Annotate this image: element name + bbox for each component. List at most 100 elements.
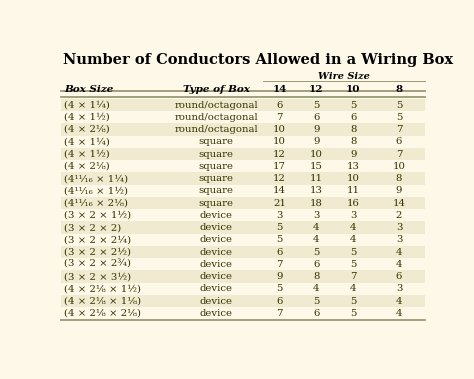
Text: (3 × 2 × 2½): (3 × 2 × 2½) <box>64 247 131 257</box>
Text: 4: 4 <box>396 247 402 257</box>
Text: 6: 6 <box>350 113 356 122</box>
Text: 11: 11 <box>346 186 360 195</box>
Text: 4: 4 <box>350 284 356 293</box>
Text: (4 × 2⅛ × 1⅛): (4 × 2⅛ × 1⅛) <box>64 297 141 305</box>
Text: round/octagonal: round/octagonal <box>174 125 258 134</box>
Text: (4¹¹⁄₁₆ × 1½): (4¹¹⁄₁₆ × 1½) <box>64 186 128 195</box>
Text: Wire Size: Wire Size <box>318 72 370 81</box>
Text: 18: 18 <box>310 199 323 208</box>
Text: (3 × 2 × 1½): (3 × 2 × 1½) <box>64 211 131 220</box>
Bar <box>61 99 425 111</box>
Bar <box>61 148 425 160</box>
Text: 7: 7 <box>276 260 283 269</box>
Text: 6: 6 <box>313 113 319 122</box>
Text: 17: 17 <box>273 162 286 171</box>
Text: Type of Box: Type of Box <box>183 85 250 94</box>
Text: 10: 10 <box>346 174 360 183</box>
Bar <box>61 197 425 209</box>
Text: device: device <box>200 309 233 318</box>
Text: 5: 5 <box>350 309 356 318</box>
Text: 6: 6 <box>313 260 319 269</box>
Text: 7: 7 <box>350 272 356 281</box>
Text: square: square <box>199 199 234 208</box>
Bar <box>61 221 425 234</box>
Text: 9: 9 <box>396 186 402 195</box>
Text: 4: 4 <box>350 235 356 244</box>
Text: (4¹¹⁄₁₆ × 1¼): (4¹¹⁄₁₆ × 1¼) <box>64 174 128 183</box>
Text: 4: 4 <box>396 260 402 269</box>
Text: 5: 5 <box>313 297 319 305</box>
Text: round/octagonal: round/octagonal <box>174 113 258 122</box>
Text: 3: 3 <box>396 235 402 244</box>
Text: square: square <box>199 162 234 171</box>
Text: 8: 8 <box>395 85 402 94</box>
Text: device: device <box>200 260 233 269</box>
Text: 6: 6 <box>276 297 283 305</box>
Text: 4: 4 <box>350 223 356 232</box>
Text: square: square <box>199 137 234 146</box>
Text: 3: 3 <box>276 211 283 220</box>
Text: 2: 2 <box>396 211 402 220</box>
Text: square: square <box>199 174 234 183</box>
Text: 13: 13 <box>310 186 323 195</box>
Text: 14: 14 <box>273 85 287 94</box>
Text: 4: 4 <box>313 284 319 293</box>
Text: device: device <box>200 211 233 220</box>
Text: 5: 5 <box>396 100 402 110</box>
Text: (4¹¹⁄₁₆ × 2⅛): (4¹¹⁄₁₆ × 2⅛) <box>64 199 128 208</box>
Text: 5: 5 <box>313 247 319 257</box>
Text: (4 × 1½): (4 × 1½) <box>64 150 110 158</box>
Text: 6: 6 <box>396 137 402 146</box>
Text: (3 × 2 × 2¼): (3 × 2 × 2¼) <box>64 235 131 244</box>
Text: 5: 5 <box>276 223 283 232</box>
Text: 10: 10 <box>310 150 323 158</box>
Text: Number of Conductors Allowed in a Wiring Box: Number of Conductors Allowed in a Wiring… <box>63 53 453 67</box>
Text: 5: 5 <box>350 297 356 305</box>
Text: 7: 7 <box>396 125 402 134</box>
Text: (4 × 2⅛ × 2⅛): (4 × 2⅛ × 2⅛) <box>64 309 141 318</box>
Text: 16: 16 <box>346 199 360 208</box>
Text: 9: 9 <box>313 125 319 134</box>
Text: 3: 3 <box>396 284 402 293</box>
Text: 3: 3 <box>350 211 356 220</box>
Text: (4 × 1¼): (4 × 1¼) <box>64 100 110 110</box>
Text: 4: 4 <box>313 235 319 244</box>
Text: square: square <box>199 186 234 195</box>
Text: 10: 10 <box>346 85 360 94</box>
Text: 7: 7 <box>276 113 283 122</box>
Text: 6: 6 <box>396 272 402 281</box>
Text: 8: 8 <box>350 137 356 146</box>
Text: 7: 7 <box>276 309 283 318</box>
Text: 7: 7 <box>396 150 402 158</box>
Text: 9: 9 <box>313 137 319 146</box>
Text: (4 × 2⅛ × 1½): (4 × 2⅛ × 1½) <box>64 284 141 293</box>
Text: 12: 12 <box>273 150 286 158</box>
Text: 12: 12 <box>273 174 286 183</box>
Text: 5: 5 <box>276 235 283 244</box>
Text: 5: 5 <box>350 247 356 257</box>
Text: 5: 5 <box>313 100 319 110</box>
Text: 5: 5 <box>350 260 356 269</box>
Text: device: device <box>200 247 233 257</box>
Text: device: device <box>200 284 233 293</box>
Text: (4 × 1½): (4 × 1½) <box>64 113 110 122</box>
Bar <box>61 246 425 258</box>
Text: (4 × 2⅛): (4 × 2⅛) <box>64 162 110 171</box>
Text: 4: 4 <box>396 309 402 318</box>
Bar <box>61 172 425 185</box>
Bar <box>61 271 425 283</box>
Text: (3 × 2 × 2): (3 × 2 × 2) <box>64 223 121 232</box>
Text: 8: 8 <box>313 272 319 281</box>
Text: (3 × 2 × 2¾): (3 × 2 × 2¾) <box>64 260 131 269</box>
Bar <box>61 124 425 136</box>
Text: 3: 3 <box>313 211 319 220</box>
Text: 8: 8 <box>350 125 356 134</box>
Text: 10: 10 <box>273 125 286 134</box>
Bar <box>61 295 425 307</box>
Text: 4: 4 <box>313 223 319 232</box>
Text: 12: 12 <box>309 85 324 94</box>
Text: 8: 8 <box>396 174 402 183</box>
Text: (4 × 2⅛): (4 × 2⅛) <box>64 125 110 134</box>
Text: 4: 4 <box>396 297 402 305</box>
Text: device: device <box>200 235 233 244</box>
